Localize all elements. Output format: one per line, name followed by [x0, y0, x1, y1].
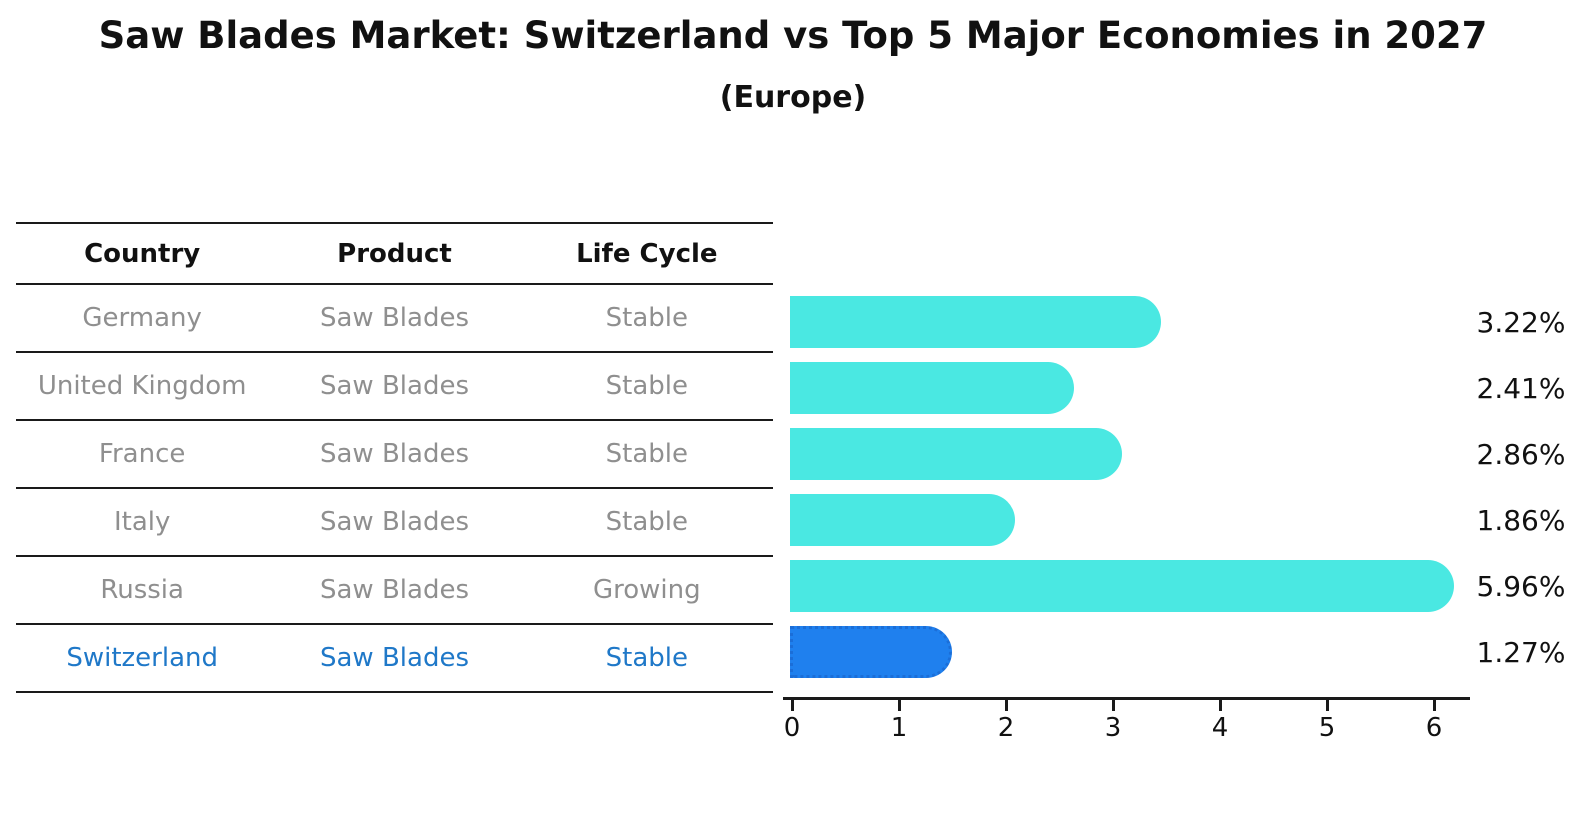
tick-mark	[790, 700, 794, 711]
cell-country: Italy	[113, 507, 171, 537]
tick-mark	[897, 700, 901, 711]
chart-title: Saw Blades Market: Switzerland vs Top 5 …	[98, 14, 1488, 57]
value-label-column: 3.22% 2.41% 2.86% 1.86% 5.96% 1.27%	[1462, 289, 1580, 685]
bar	[790, 560, 1454, 612]
cell-product: Saw Blades	[319, 575, 469, 605]
bar	[790, 296, 1161, 348]
tick-label: 3	[1104, 713, 1122, 743]
cell-country: Germany	[82, 303, 202, 333]
value-label: 1.27%	[1476, 635, 1566, 669]
tick-label: 2	[997, 713, 1015, 743]
cell-product: Saw Blades	[319, 643, 469, 673]
tick-label: 5	[1318, 713, 1336, 743]
tick-label: 4	[1211, 713, 1229, 743]
tick-mark	[1218, 700, 1222, 711]
tick-mark	[1325, 700, 1329, 711]
bar	[790, 428, 1123, 480]
chart-subtitle: (Europe)	[719, 80, 867, 115]
value-label: 2.86%	[1476, 437, 1566, 471]
bar	[790, 362, 1074, 414]
cell-life-cycle: Stable	[605, 303, 688, 333]
table-row: Italy Saw Blades Stable	[16, 489, 773, 557]
bar-row	[790, 619, 1490, 685]
value-label: 3.22%	[1476, 305, 1566, 339]
header-cell-country: Country	[84, 238, 201, 269]
cell-country: Russia	[100, 575, 184, 605]
cell-country: United Kingdom	[37, 371, 247, 401]
cell-product: Saw Blades	[319, 439, 469, 469]
table-body: Germany Saw Blades Stable United Kingdom Saw…	[16, 285, 773, 693]
bar-row	[790, 421, 1490, 487]
cell-product: Saw Blades	[319, 371, 469, 401]
highlight-bar	[790, 626, 952, 678]
tick-label: 6	[1425, 713, 1443, 743]
table-row: Russia Saw Blades Growing	[16, 557, 773, 625]
tick-mark	[1432, 700, 1436, 711]
cell-life-cycle: Stable	[605, 371, 688, 401]
value-label: 2.41%	[1476, 371, 1566, 405]
table-header-row: Country Product Life Cycle	[16, 222, 773, 285]
cell-life-cycle: Stable	[605, 507, 688, 537]
bar-plot	[790, 289, 1490, 685]
tick-mark	[1111, 700, 1115, 711]
cell-life-cycle: Growing	[592, 575, 701, 605]
country-table: Country Product Life Cycle Germany Saw Bl…	[16, 222, 773, 693]
table-row: United Kingdom Saw Blades Stable	[16, 353, 773, 421]
value-label: 5.96%	[1476, 569, 1566, 603]
table-row: France Saw Blades Stable	[16, 421, 773, 489]
cell-country: Switzerland	[66, 643, 218, 673]
table-row: Switzerland Saw Blades Stable	[16, 625, 773, 693]
bar-row	[790, 289, 1490, 355]
bar-row	[790, 553, 1490, 619]
header-cell-product: Product	[337, 238, 452, 269]
header-cell-life-cycle: Life Cycle	[576, 238, 718, 269]
bar-row	[790, 487, 1490, 553]
tick-label: 0	[783, 713, 801, 743]
cell-life-cycle: Stable	[605, 643, 688, 673]
tick-label: 1	[890, 713, 908, 743]
x-axis	[783, 697, 1470, 700]
cell-life-cycle: Stable	[605, 439, 688, 469]
value-label: 1.86%	[1476, 503, 1566, 537]
bar	[790, 494, 1016, 546]
bar-row	[790, 355, 1490, 421]
cell-country: France	[98, 439, 186, 469]
tick-mark	[1004, 700, 1008, 711]
table-row: Germany Saw Blades Stable	[16, 285, 773, 353]
cell-product: Saw Blades	[319, 507, 469, 537]
cell-product: Saw Blades	[319, 303, 469, 333]
